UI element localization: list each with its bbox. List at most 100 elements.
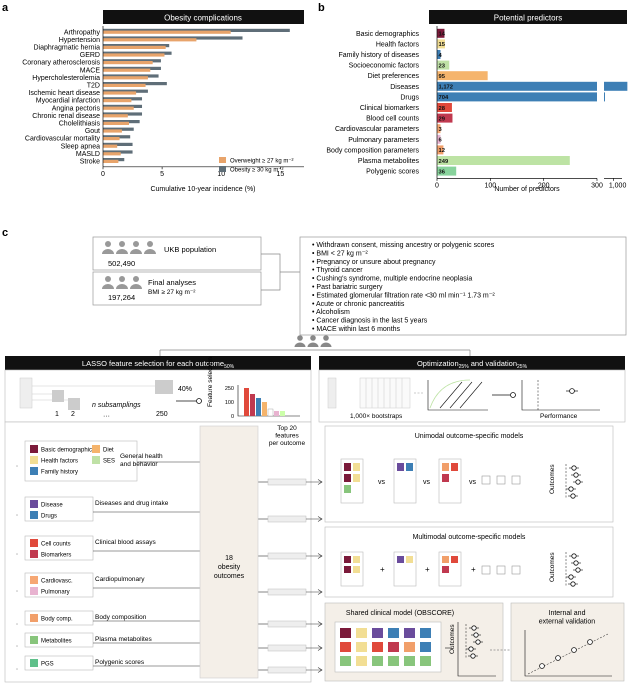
multimodal-model-box: Multimodal outcome-specific models xyxy=(324,526,614,598)
panel-b-xlabel: Number of predictors xyxy=(494,186,560,193)
legend-item-label: Basic demographics xyxy=(41,448,95,454)
modality-swatch xyxy=(353,463,360,471)
legend-swatch xyxy=(30,445,38,453)
obesity-bar xyxy=(103,28,290,32)
output-arrow xyxy=(306,553,323,559)
svg-text:1: 1 xyxy=(55,411,59,418)
predictor-bar xyxy=(437,60,450,70)
predictor-label: Diseases xyxy=(390,84,419,91)
category-label: Angina pectoris xyxy=(52,105,101,112)
overweight-bar xyxy=(103,83,146,87)
forest-point xyxy=(573,560,579,566)
overweight-bar xyxy=(103,129,122,133)
placeholder-square xyxy=(511,565,521,575)
obesity-bar xyxy=(103,97,143,101)
obesity-bar xyxy=(103,135,131,139)
forest-point xyxy=(470,653,476,659)
panel-a-xlabel: Cumulative 10-year incidence (%) xyxy=(150,186,255,193)
forest-point xyxy=(475,639,481,645)
exclusion-item: • Alcoholism xyxy=(312,309,350,316)
feature-selection-mini-chart: Feature selection 250 100 0 xyxy=(207,357,300,420)
outcomes-axis-label: Outcomes xyxy=(549,464,556,494)
vs-label: vs xyxy=(423,479,431,486)
category-label: Coronary atherosclerosis xyxy=(22,60,100,67)
predictor-bar xyxy=(437,113,453,123)
exclusion-item: • MACE within last 6 months xyxy=(312,326,401,333)
predictor-count: 4 xyxy=(439,53,443,59)
feature-swatch xyxy=(30,550,38,558)
feature-swatch xyxy=(30,636,38,644)
forest-point xyxy=(570,581,576,587)
bullet-dot xyxy=(16,645,18,647)
predictor-count: 1,172 xyxy=(439,85,454,91)
ukb-count: 502,490 xyxy=(108,259,135,268)
people-icon xyxy=(102,276,142,289)
placeholder-square xyxy=(481,475,491,485)
modality-swatch xyxy=(397,463,404,471)
modality-swatch xyxy=(353,474,360,482)
predictor-count: 14 xyxy=(439,32,446,38)
x-tick-label: 300 xyxy=(591,182,603,189)
legend-swatch xyxy=(92,445,100,453)
top20-placeholder xyxy=(267,666,307,674)
overweight-bar xyxy=(103,114,128,118)
predictor-label: Cardiovascular parameters xyxy=(335,126,420,133)
vs-label: vs xyxy=(469,479,477,486)
legend-swatch xyxy=(30,467,38,475)
legend-item-label: Diet xyxy=(103,448,114,454)
output-arrow xyxy=(306,479,323,485)
overweight-bar xyxy=(103,137,120,141)
predictor-bar xyxy=(437,124,441,134)
obesity-bar xyxy=(103,44,170,48)
top20-placeholder xyxy=(267,620,307,628)
potential-predictors-chart: Basic demographics 14 Health factors 15 Fami… xyxy=(326,26,628,189)
flow-bracket xyxy=(261,253,300,291)
group-label: General health and behavior xyxy=(120,453,163,468)
svg-text:Unimodal outcome-specific mode: Unimodal outcome-specific models xyxy=(415,433,524,440)
feature-group-box xyxy=(24,610,94,626)
predictor-label: Plasma metabolites xyxy=(358,158,420,165)
feature-label: Metabolites xyxy=(41,639,72,645)
panel-a-title-bar xyxy=(103,10,304,24)
shared-feature-swatch xyxy=(420,642,431,652)
forest-point xyxy=(575,479,581,485)
plus-label: + xyxy=(471,565,476,574)
x-tick-label: 1,000 xyxy=(609,182,627,189)
exclusion-item: • Thyroid cancer xyxy=(312,267,363,274)
forest-point xyxy=(571,553,577,559)
feature-groups: Basic demographics Diet Health factors SES F… xyxy=(16,440,323,674)
category-label: MACE xyxy=(80,67,101,74)
predictor-bar xyxy=(437,145,444,155)
forest-point xyxy=(568,574,574,580)
predictor-bar xyxy=(437,71,488,81)
predictor-count: 15 xyxy=(439,42,446,48)
forest-point xyxy=(573,472,579,478)
shared-feature-swatch xyxy=(420,656,431,666)
obesity-bar xyxy=(103,82,167,86)
predictor-label: Drugs xyxy=(400,94,419,101)
group-label: Body composition xyxy=(95,614,147,621)
modality-swatch xyxy=(442,463,449,471)
svg-text:Multimodal outcome-specific mo: Multimodal outcome-specific models xyxy=(413,534,526,541)
top20-label: Top 20 features per outcome xyxy=(269,425,306,447)
shared-model-diagram: Outcomes xyxy=(334,621,496,677)
legend-item-label: Family history xyxy=(41,470,78,476)
modality-swatch xyxy=(442,556,449,563)
unimodal-model-box: Unimodal outcome-specific models xyxy=(324,425,614,523)
overweight-bar xyxy=(103,159,119,163)
final-count: 197,264 xyxy=(108,293,135,302)
overweight-bar xyxy=(103,30,231,34)
predictor-count: 23 xyxy=(439,63,446,69)
panel-a-letter: a xyxy=(2,2,9,14)
predictor-count: 36 xyxy=(439,169,446,175)
obesity-bar xyxy=(103,112,143,116)
placeholder-square xyxy=(496,565,506,575)
output-arrow xyxy=(306,589,323,595)
modality-swatch xyxy=(344,556,351,563)
x-tick-label: 10 xyxy=(217,171,225,178)
obesity-bar xyxy=(103,36,243,40)
legend-swatch xyxy=(92,456,100,464)
exclusion-item: • Pregnancy or unsure about pregnancy xyxy=(312,259,436,266)
overweight-bar xyxy=(103,152,121,156)
